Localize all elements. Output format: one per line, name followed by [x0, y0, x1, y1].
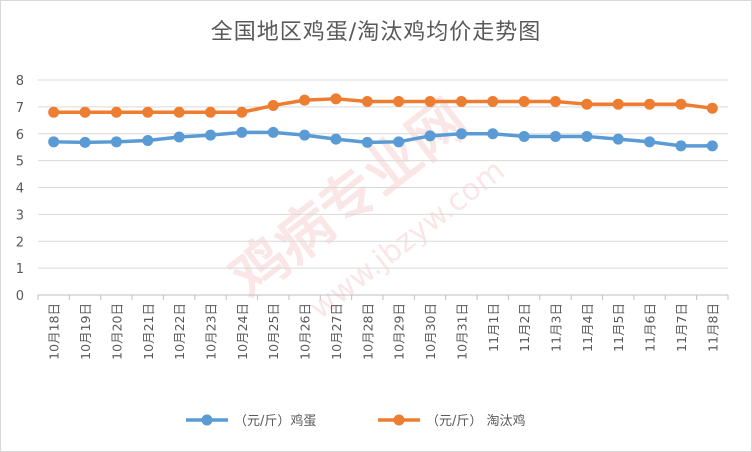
data-point — [173, 106, 185, 118]
data-point — [706, 140, 718, 152]
data-point — [612, 133, 624, 145]
data-point — [48, 136, 60, 148]
x-tick-label: 10月22日 — [172, 303, 187, 360]
legend: （元/斤）鸡蛋 （元/斤） 淘汰鸡 — [186, 413, 526, 429]
data-point — [267, 126, 279, 138]
y-tick-label: 3 — [16, 208, 24, 223]
x-tick-label: 11月3日 — [549, 303, 564, 352]
legend-marker — [201, 414, 213, 426]
data-point — [173, 131, 185, 143]
data-point — [487, 128, 499, 140]
data-point — [79, 136, 91, 148]
data-point — [205, 106, 216, 118]
chart-title: 全国地区鸡蛋/淘汰鸡均价走势图 — [210, 20, 542, 45]
legend-label: （元/斤）鸡蛋 — [234, 413, 316, 429]
x-tick-label: 10月31日 — [454, 303, 469, 360]
data-point — [424, 130, 436, 142]
data-point — [79, 106, 91, 118]
data-point — [142, 106, 154, 118]
x-tick-label: 11月2日 — [517, 303, 532, 352]
data-point — [644, 136, 656, 148]
y-tick-label: 0 — [16, 289, 24, 304]
x-tick-label: 11月6日 — [643, 303, 658, 352]
legend-marker — [393, 414, 405, 426]
y-tick-label: 4 — [16, 182, 24, 197]
x-axis: 10月18日 10月19日 10月20日 10月21日 10月22日 10月23日 10月2… — [37, 295, 729, 360]
series — [48, 93, 718, 152]
y-tick-label: 5 — [16, 155, 24, 170]
x-tick-label: 10月18日 — [47, 303, 62, 360]
data-point — [487, 96, 499, 107]
y-tick-label: 1 — [16, 262, 24, 277]
data-point — [330, 93, 342, 105]
y-tick-label: 7 — [16, 101, 24, 116]
data-point — [48, 106, 60, 118]
x-tick-label: 10月19日 — [78, 303, 93, 360]
x-tick-label: 10月28日 — [360, 303, 375, 360]
legend-label: （元/斤） 淘汰鸡 — [426, 413, 526, 429]
data-point — [581, 130, 593, 142]
data-point — [518, 96, 530, 107]
data-point — [236, 106, 248, 118]
x-tick-label: 11月7日 — [674, 303, 689, 352]
data-point — [110, 106, 122, 118]
x-tick-label: 11月5日 — [611, 303, 626, 352]
y-tick-label: 8 — [16, 74, 24, 89]
y-tick-label: 6 — [16, 128, 24, 143]
x-tick-label: 10月27日 — [329, 303, 344, 360]
data-point — [330, 133, 342, 145]
x-tick-label: 10月24日 — [235, 303, 250, 360]
data-point — [361, 136, 373, 148]
data-point — [393, 96, 405, 107]
data-point — [236, 126, 248, 138]
data-point — [424, 96, 436, 107]
data-point — [393, 136, 405, 148]
data-point — [142, 134, 154, 146]
x-tick-label: 11月8日 — [705, 303, 720, 352]
data-point — [644, 98, 656, 110]
series-line — [53, 97, 713, 114]
data-point — [455, 128, 467, 140]
legend-item-0: （元/斤）鸡蛋 — [186, 413, 316, 429]
series-line — [53, 130, 713, 148]
data-point — [675, 140, 687, 152]
data-point — [455, 96, 467, 107]
data-point — [550, 130, 561, 142]
data-point — [581, 98, 593, 110]
series-0 — [48, 126, 718, 152]
x-tick-label: 11月4日 — [580, 303, 595, 352]
y-axis: 0 1 2 3 4 5 6 7 8 — [16, 74, 24, 304]
x-tick-label: 10月23日 — [204, 303, 219, 360]
data-point — [675, 98, 687, 110]
x-tick-label: 10月21日 — [141, 303, 156, 360]
legend-item-1: （元/斤） 淘汰鸡 — [378, 413, 526, 429]
x-tick-label: 10月25日 — [266, 303, 281, 360]
x-tick-label: 11月1日 — [486, 303, 501, 352]
data-point — [299, 129, 311, 141]
data-point — [518, 130, 530, 142]
data-point — [299, 94, 311, 106]
data-point — [205, 129, 216, 141]
data-point — [612, 98, 624, 110]
y-tick-label: 2 — [16, 235, 24, 250]
x-tick-label: 10月29日 — [392, 303, 407, 360]
x-tick-label: 10月30日 — [423, 303, 438, 360]
data-point — [706, 102, 718, 114]
series-1 — [48, 93, 718, 118]
data-point — [267, 100, 279, 112]
x-tick-label: 10月26日 — [298, 303, 313, 360]
x-tick-label: 10月20日 — [109, 303, 124, 360]
data-point — [110, 136, 122, 148]
data-point — [550, 96, 561, 107]
data-point — [361, 96, 373, 107]
